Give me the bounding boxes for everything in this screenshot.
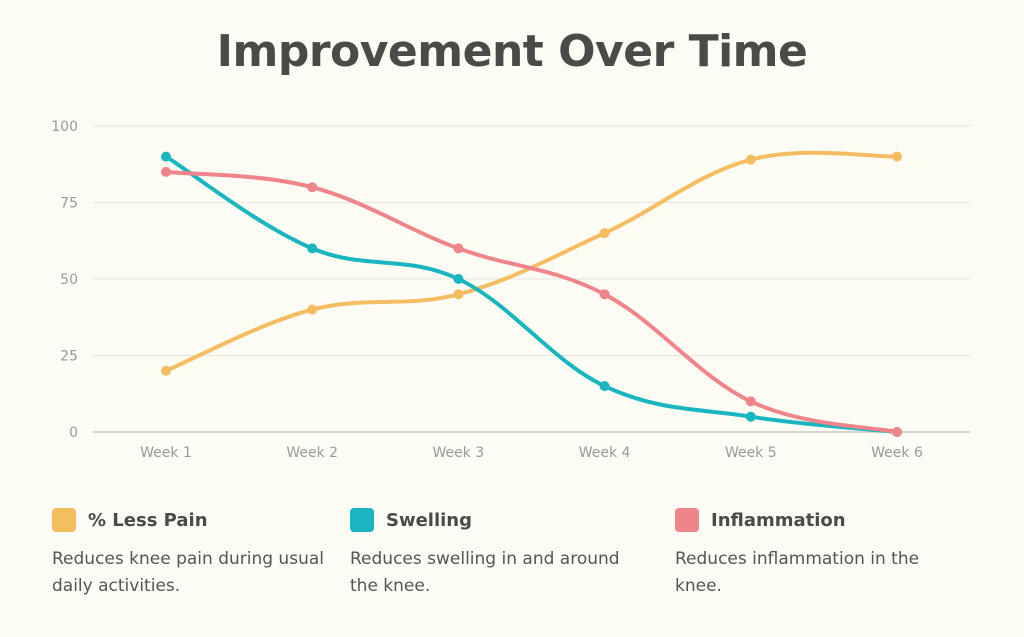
data-point-swelling xyxy=(599,381,610,392)
data-point-pain xyxy=(453,289,464,300)
series-line-swelling xyxy=(164,154,899,434)
y-tick-label: 100 xyxy=(51,119,78,135)
x-tick-label: Week 4 xyxy=(579,445,631,461)
legend-description-swelling: Reduces swelling in and around the knee. xyxy=(350,549,620,596)
y-tick-label: 25 xyxy=(60,349,78,365)
y-tick-label: 50 xyxy=(60,272,78,288)
x-tick-label: Week 6 xyxy=(871,445,923,461)
legend-item-pain: % Less Pain Reduces knee pain during usu… xyxy=(52,508,332,600)
legend-description-pain: Reduces knee pain during usual daily act… xyxy=(52,549,324,596)
legend-label-pain: % Less Pain xyxy=(88,509,208,531)
data-point-swelling xyxy=(453,274,464,284)
legend-item-inflammation: Inflammation Reduces inflammation in the… xyxy=(675,508,955,600)
data-point-pain xyxy=(892,151,902,162)
data-point-inflammation xyxy=(892,427,902,437)
gridlines xyxy=(93,125,970,433)
legend-swatch-pain xyxy=(52,508,76,532)
x-tick-label: Week 2 xyxy=(286,445,338,461)
legend-swatch-inflammation xyxy=(675,508,699,532)
data-point-pain xyxy=(161,365,171,376)
y-tick-label: 0 xyxy=(69,425,78,441)
x-tick-label: Week 1 xyxy=(140,445,192,461)
data-point-pain xyxy=(599,228,610,239)
x-axis-ticks: Week 1 Week 2 Week 3 Week 4 Week 5 Week 6 xyxy=(140,445,923,461)
series-line-inflammation xyxy=(164,169,899,434)
y-axis-ticks: 0 25 50 75 100 xyxy=(51,119,78,441)
legend-label-inflammation: Inflammation xyxy=(711,509,846,531)
x-tick-label: Week 3 xyxy=(433,445,485,461)
data-point-pain xyxy=(307,304,318,315)
data-point-pain xyxy=(745,154,756,165)
y-tick-label: 75 xyxy=(60,196,78,212)
legend-label-swelling: Swelling xyxy=(386,509,473,531)
series-line-pain xyxy=(164,150,899,373)
series-points xyxy=(161,151,902,437)
data-point-inflammation xyxy=(307,182,318,193)
legend-swatch-swelling xyxy=(350,508,374,532)
data-point-swelling xyxy=(161,151,171,162)
legend-item-swelling: Swelling Reduces swelling in and around … xyxy=(350,508,630,600)
x-tick-label: Week 5 xyxy=(725,445,777,461)
data-point-inflammation xyxy=(745,396,756,407)
series-lines xyxy=(164,150,899,434)
data-point-inflammation xyxy=(599,289,610,300)
data-point-inflammation xyxy=(161,166,171,177)
data-point-swelling xyxy=(745,411,756,422)
data-point-inflammation xyxy=(453,243,464,254)
chart-title: Improvement Over Time xyxy=(216,26,808,77)
data-point-swelling xyxy=(307,243,318,254)
legend-description-inflammation: Reduces inflammation in the knee. xyxy=(675,549,920,596)
